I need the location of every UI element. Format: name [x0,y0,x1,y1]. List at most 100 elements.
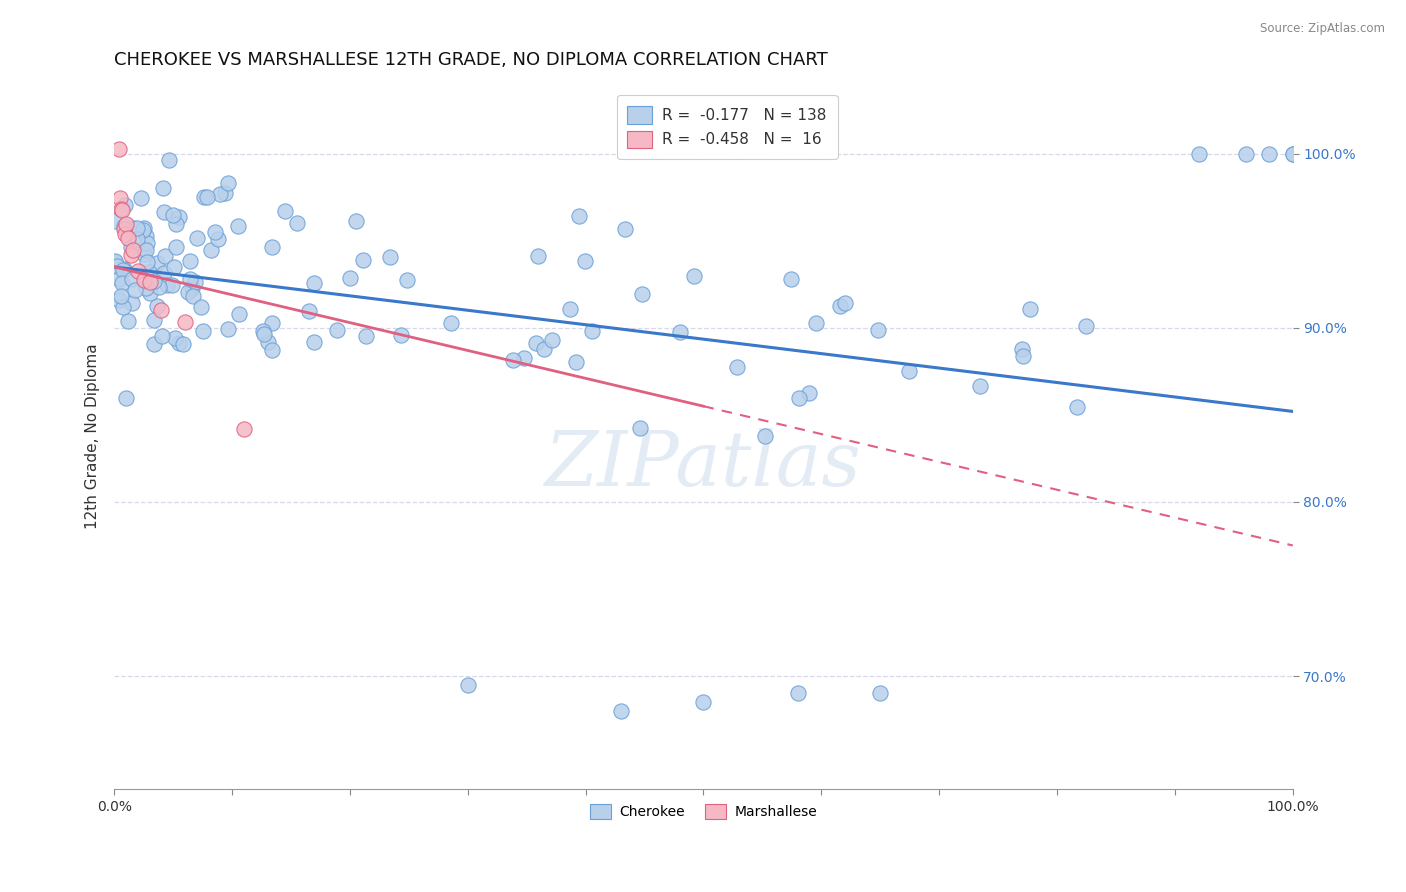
Point [108,293,131,307]
Point [110,202,132,216]
Point [232,421,254,435]
Point [104,255,127,269]
Point [1258,146,1281,161]
Point [352,252,374,267]
Y-axis label: 12th Grade, No Diploma: 12th Grade, No Diploma [86,343,100,530]
Point [581,324,603,338]
Point [165,239,187,253]
Point [135,229,157,244]
Point [135,235,157,250]
Point [146,300,169,314]
Point [298,304,321,318]
Point [112,219,135,234]
Point [135,244,157,258]
Point [754,428,776,442]
Point [122,243,145,257]
Point [132,246,155,260]
Point [177,285,200,299]
Point [344,214,367,228]
Point [146,255,169,269]
Point [120,248,142,262]
Point [253,326,276,341]
Point [302,335,325,350]
Point [217,176,239,190]
Point [628,420,651,434]
Point [804,316,827,330]
Point [139,286,162,301]
Point [526,336,548,351]
Point [104,213,127,227]
Point [112,222,135,236]
Point [111,203,134,218]
Point [200,244,222,258]
Point [828,299,851,313]
Point [209,186,232,201]
Point [834,295,856,310]
Point [190,300,212,314]
Point [1018,302,1040,317]
Point [121,221,143,235]
Point [274,204,297,219]
Point [631,286,654,301]
Point [138,275,160,289]
Point [142,336,165,351]
Point [125,232,148,246]
Legend: Cherokee, Marshallese: Cherokee, Marshallese [583,798,823,824]
Point [121,272,143,286]
Point [125,221,148,235]
Point [787,391,810,405]
Point [1281,146,1303,161]
Point [150,302,173,317]
Point [568,209,591,223]
Point [117,230,139,244]
Point [167,210,190,224]
Point [541,333,564,347]
Point [131,191,153,205]
Point [1234,146,1257,161]
Point [228,219,250,233]
Point [111,300,134,314]
Point [112,262,135,277]
Point [786,686,808,700]
Point [395,273,418,287]
Point [162,277,184,292]
Point [668,325,690,339]
Point [193,190,215,204]
Point [339,270,361,285]
Point [195,190,218,204]
Point [228,307,250,321]
Point [142,312,165,326]
Text: Source: ZipAtlas.com: Source: ZipAtlas.com [1260,22,1385,36]
Point [725,360,748,375]
Point [132,220,155,235]
Point [527,249,550,263]
Point [163,260,186,274]
Point [260,316,283,330]
Point [260,240,283,254]
Point [692,695,714,709]
Point [574,253,596,268]
Point [124,284,146,298]
Point [112,263,135,277]
Point [869,686,891,700]
Point [162,208,184,222]
Point [156,277,179,292]
Point [780,272,803,286]
Point [181,281,204,295]
Point [138,265,160,279]
Point [440,317,463,331]
Point [108,192,131,206]
Point [1011,342,1033,356]
Point [354,329,377,343]
Point [380,250,402,264]
Point [866,323,889,337]
Point [797,386,820,401]
Point [117,313,139,327]
Point [153,266,176,280]
Point [165,217,187,231]
Point [1012,349,1035,363]
Point [112,263,135,277]
Point [114,197,136,211]
Point [148,279,170,293]
Point [114,227,136,241]
